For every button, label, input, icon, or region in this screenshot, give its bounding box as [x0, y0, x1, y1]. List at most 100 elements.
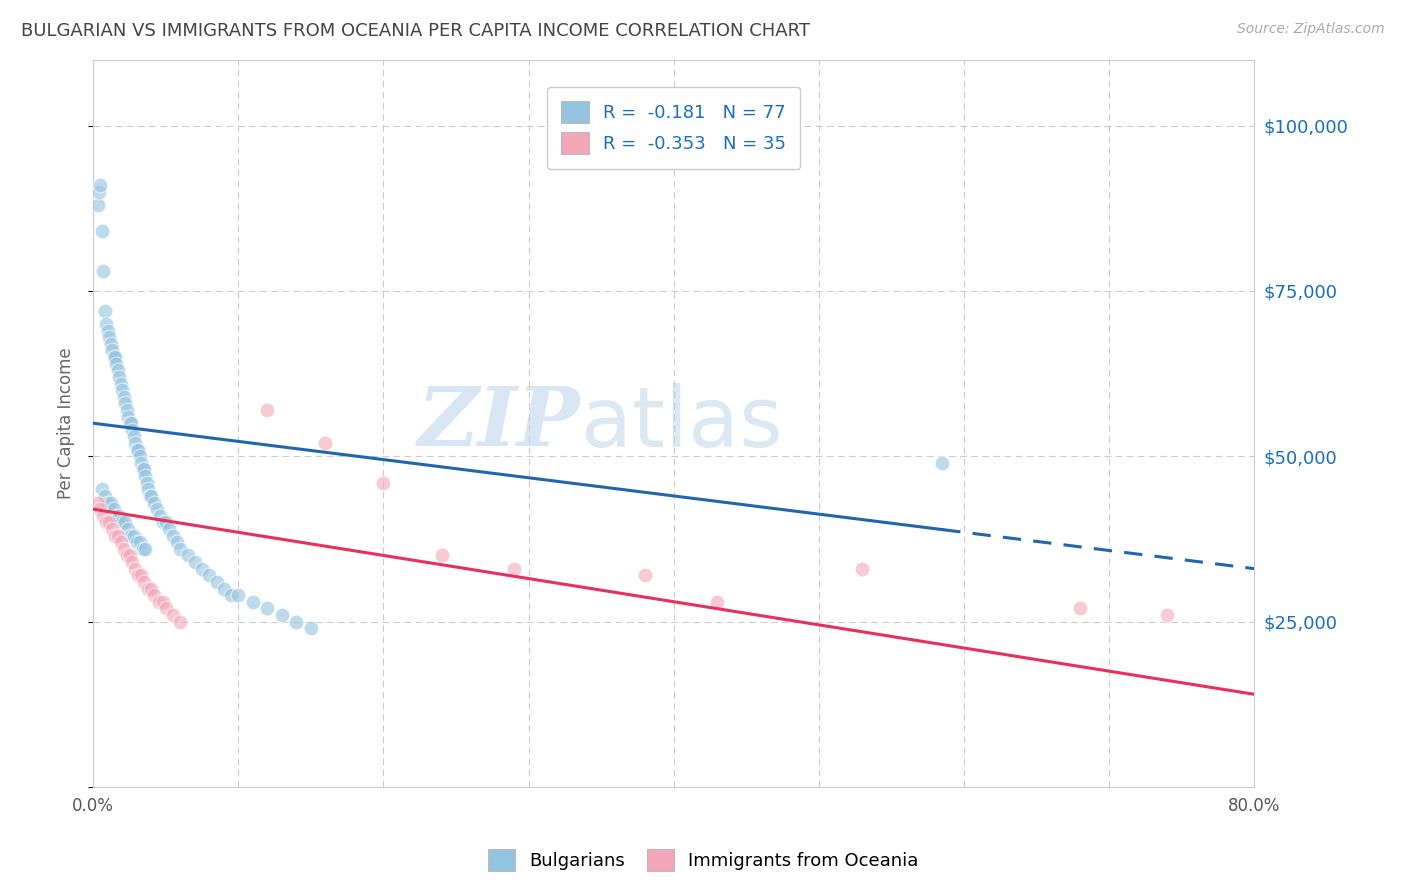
Point: [104, 528, 127, 542]
Point: [127, 568, 149, 582]
Point: [112, 541, 135, 556]
Point: [503, 562, 526, 576]
Point: [107, 363, 129, 377]
Point: [108, 508, 131, 523]
Point: [285, 615, 308, 629]
Point: [131, 462, 153, 476]
Point: [131, 541, 153, 556]
Point: [162, 607, 184, 622]
Point: [931, 456, 953, 470]
Point: [219, 588, 242, 602]
Point: [141, 582, 163, 596]
Point: [121, 423, 143, 437]
Point: [851, 562, 873, 576]
Point: [373, 475, 395, 490]
Point: [115, 549, 138, 563]
Point: [138, 483, 160, 497]
Point: [111, 383, 134, 397]
Point: [103, 350, 125, 364]
Point: [110, 535, 132, 549]
Point: [1156, 607, 1178, 622]
Point: [103, 502, 125, 516]
Point: [97, 495, 120, 509]
Point: [256, 601, 278, 615]
Point: [148, 595, 170, 609]
Point: [105, 508, 128, 523]
Point: [162, 528, 184, 542]
Point: [146, 502, 169, 516]
Point: [91, 225, 114, 239]
Point: [118, 416, 141, 430]
Point: [111, 516, 134, 530]
Point: [212, 582, 235, 596]
Point: [169, 541, 191, 556]
Point: [94, 303, 117, 318]
Point: [89, 178, 111, 193]
Point: [129, 568, 152, 582]
Point: [121, 555, 143, 569]
Point: [114, 516, 136, 530]
Point: [299, 621, 322, 635]
Point: [155, 516, 177, 530]
Point: [127, 442, 149, 457]
Point: [118, 549, 141, 563]
Point: [86, 495, 108, 509]
Point: [93, 264, 115, 278]
Point: [191, 562, 214, 576]
Point: [94, 489, 117, 503]
Point: [124, 562, 146, 576]
Point: [149, 508, 172, 523]
Point: [97, 324, 120, 338]
Point: [100, 495, 122, 509]
Point: [169, 615, 191, 629]
Point: [107, 528, 129, 542]
Point: [198, 568, 221, 582]
Text: Source: ZipAtlas.com: Source: ZipAtlas.com: [1237, 22, 1385, 37]
Point: [124, 436, 146, 450]
Point: [128, 450, 150, 464]
Point: [143, 588, 166, 602]
Point: [115, 403, 138, 417]
Point: [125, 535, 148, 549]
Point: [128, 535, 150, 549]
Text: ZIP: ZIP: [418, 384, 581, 463]
Point: [141, 489, 163, 503]
Point: [184, 555, 207, 569]
Point: [96, 317, 118, 331]
Point: [117, 522, 139, 536]
Point: [89, 502, 111, 516]
Point: [110, 376, 132, 391]
Text: atlas: atlas: [581, 383, 783, 464]
Point: [101, 522, 124, 536]
Point: [139, 489, 162, 503]
Point: [134, 541, 156, 556]
Point: [87, 185, 110, 199]
Y-axis label: Per Capita Income: Per Capita Income: [58, 347, 75, 499]
Point: [256, 403, 278, 417]
Point: [430, 549, 453, 563]
Point: [98, 330, 121, 344]
Point: [122, 528, 145, 542]
Point: [152, 516, 174, 530]
Point: [155, 601, 177, 615]
Point: [122, 429, 145, 443]
Point: [1069, 601, 1091, 615]
Point: [112, 390, 135, 404]
Point: [205, 574, 228, 589]
Point: [96, 516, 118, 530]
Point: [101, 343, 124, 358]
Point: [98, 516, 121, 530]
Point: [157, 522, 180, 536]
Point: [104, 350, 127, 364]
Point: [91, 483, 114, 497]
Point: [117, 409, 139, 424]
Point: [242, 595, 264, 609]
Point: [108, 370, 131, 384]
Point: [120, 416, 142, 430]
Point: [166, 535, 188, 549]
Point: [152, 595, 174, 609]
Point: [270, 607, 292, 622]
Legend: R =  -0.181   N = 77, R =  -0.353   N = 35: R = -0.181 N = 77, R = -0.353 N = 35: [547, 87, 800, 169]
Point: [132, 574, 155, 589]
Point: [143, 495, 166, 509]
